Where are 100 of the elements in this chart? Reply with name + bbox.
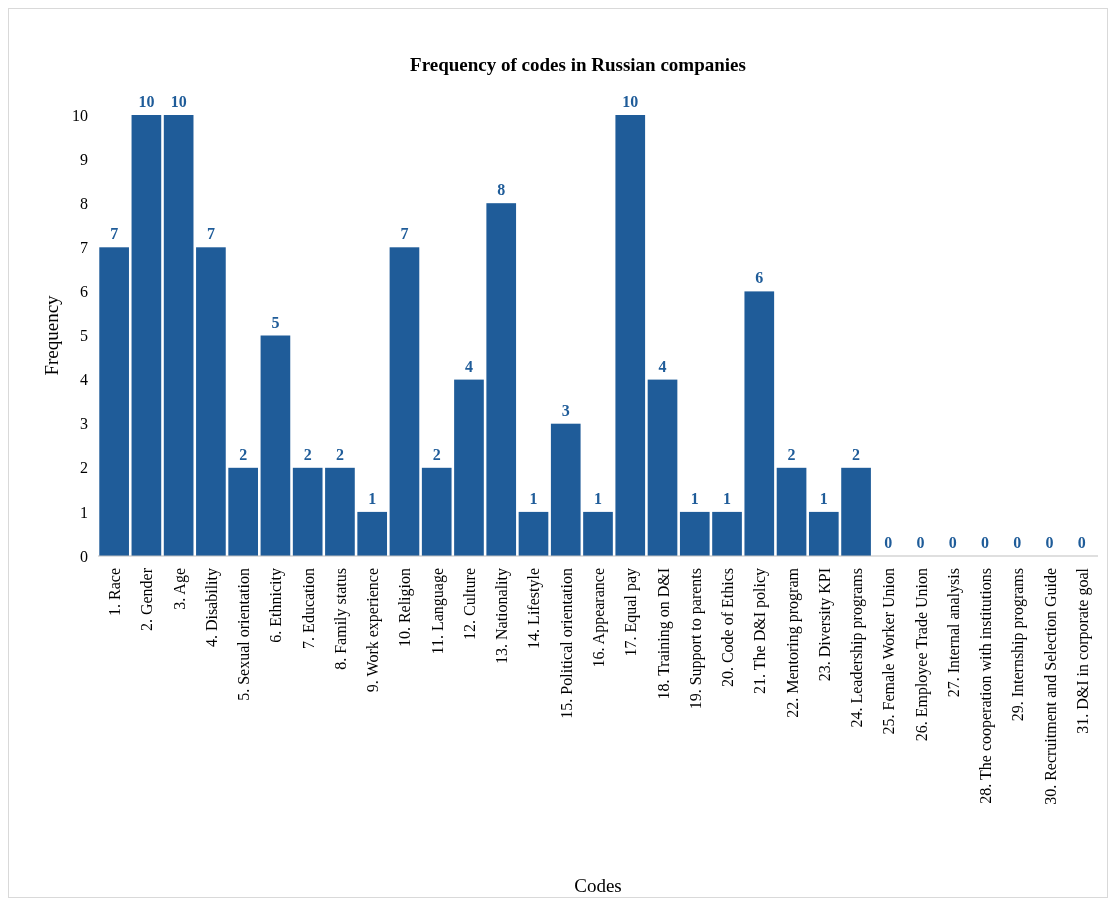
bar bbox=[260, 335, 291, 556]
x-tick-label: 16. Appearance bbox=[590, 568, 608, 668]
y-tick-label: 2 bbox=[80, 459, 88, 477]
y-tick-label: 10 bbox=[72, 106, 88, 124]
bar bbox=[228, 467, 258, 556]
x-tick-label: 12. Culture bbox=[460, 568, 478, 640]
x-tick-label: 25. Female Worker Union bbox=[880, 568, 898, 735]
y-tick-label: 8 bbox=[80, 194, 88, 212]
y-tick-label: 9 bbox=[80, 150, 88, 168]
data-label: 0 bbox=[948, 534, 957, 551]
bar bbox=[744, 291, 775, 556]
x-tick-label: 9. Work experience bbox=[364, 568, 383, 693]
x-tick-label: 21. The D&I policy bbox=[751, 568, 770, 694]
x-tick-label: 31. D&I in corporate goal bbox=[1073, 567, 1092, 734]
y-tick-label: 0 bbox=[80, 547, 88, 565]
x-tick-label: 8. Family status bbox=[331, 568, 350, 670]
x-tick-label: 4. Disability bbox=[202, 568, 221, 648]
bar bbox=[292, 467, 323, 556]
data-label: 2 bbox=[303, 445, 312, 463]
x-tick-label: 29. Internship programs bbox=[1009, 568, 1028, 722]
bar bbox=[841, 467, 871, 556]
data-label: 7 bbox=[400, 225, 409, 243]
data-label: 0 bbox=[916, 534, 925, 551]
bar bbox=[679, 511, 710, 556]
y-axis-title: Frequency bbox=[41, 294, 62, 376]
y-tick-label: 1 bbox=[80, 503, 88, 521]
bar bbox=[518, 511, 549, 556]
chart-title: Frequency of codes in Russian companies bbox=[410, 54, 746, 75]
data-label: 0 bbox=[1045, 534, 1054, 551]
x-tick-label: 6. Ethnicity bbox=[267, 568, 286, 643]
bar bbox=[421, 467, 452, 556]
data-label: 3 bbox=[561, 401, 570, 419]
x-tick-label: 23. Diversity KPI bbox=[815, 568, 834, 682]
x-tick-label: 11. Language bbox=[428, 568, 447, 655]
bar bbox=[615, 115, 646, 556]
x-tick-label: 5. Sexual orientation bbox=[235, 568, 253, 701]
data-label: 4 bbox=[464, 357, 473, 375]
data-label: 2 bbox=[432, 445, 441, 463]
data-label: 7 bbox=[206, 225, 215, 243]
x-tick-label: 24. Leadership programs bbox=[848, 568, 867, 728]
data-label: 0 bbox=[981, 534, 990, 551]
y-tick-label: 7 bbox=[80, 238, 88, 256]
data-label: 1 bbox=[529, 489, 538, 507]
data-label: 2 bbox=[852, 445, 861, 463]
bar bbox=[647, 379, 678, 556]
x-tick-label: 3. Age bbox=[170, 568, 189, 610]
x-tick-label: 1. Race bbox=[106, 568, 124, 616]
data-label: 10 bbox=[622, 93, 639, 110]
y-tick-label: 6 bbox=[80, 283, 88, 300]
x-tick-label: 2. Gender bbox=[138, 567, 156, 632]
data-label: 0 bbox=[1077, 534, 1086, 551]
bar bbox=[583, 511, 613, 556]
y-tick-label: 4 bbox=[80, 371, 88, 389]
x-tick-label: 10. Religion bbox=[396, 568, 415, 648]
bar bbox=[99, 247, 129, 556]
bar bbox=[196, 247, 226, 556]
bar bbox=[454, 379, 484, 556]
data-label: 2 bbox=[787, 445, 796, 463]
x-tick-label: 30. Recruitment and Selection Guide bbox=[1041, 568, 1059, 805]
x-axis-title: Codes bbox=[574, 875, 622, 896]
data-label: 10 bbox=[170, 93, 187, 110]
bar bbox=[163, 115, 194, 556]
data-label: 10 bbox=[138, 93, 155, 110]
data-label: 1 bbox=[594, 489, 602, 507]
x-tick-label: 18. Training on D&I bbox=[654, 568, 673, 700]
bar bbox=[389, 247, 420, 556]
data-label: 1 bbox=[819, 489, 828, 507]
x-tick-label: 28. The cooperation with institutions bbox=[977, 568, 996, 804]
x-tick-label: 7. Education bbox=[299, 568, 317, 649]
data-label: 0 bbox=[884, 534, 893, 551]
x-tick-label: 20. Code of Ethics bbox=[719, 568, 737, 688]
y-tick-label: 5 bbox=[80, 327, 88, 345]
data-label: 1 bbox=[368, 489, 377, 507]
bar bbox=[131, 115, 162, 556]
data-label: 6 bbox=[755, 269, 764, 287]
data-label: 4 bbox=[658, 357, 667, 375]
x-tick-label: 15. Political orientation bbox=[557, 568, 575, 719]
bar bbox=[550, 423, 581, 556]
x-tick-label: 22. Mentoring program bbox=[783, 567, 802, 718]
data-label: 2 bbox=[239, 445, 248, 463]
data-label: 8 bbox=[497, 181, 506, 199]
bar bbox=[357, 511, 388, 556]
data-label: 0 bbox=[1013, 534, 1022, 551]
bar bbox=[712, 511, 742, 556]
x-tick-label: 19. Support to parents bbox=[686, 568, 705, 710]
bar bbox=[486, 203, 517, 556]
x-tick-label: 14. Lifestyle bbox=[525, 568, 544, 649]
x-tick-label: 27. Internal analysis bbox=[944, 568, 963, 698]
bar bbox=[325, 467, 355, 556]
data-label: 5 bbox=[271, 313, 280, 331]
y-tick-label: 3 bbox=[80, 415, 88, 433]
x-tick-label: 13. Nationality bbox=[493, 568, 512, 664]
data-label: 1 bbox=[723, 489, 732, 507]
x-tick-label: 26. Employee Trade Union bbox=[912, 568, 931, 742]
data-label: 2 bbox=[335, 445, 344, 463]
bar bbox=[776, 467, 807, 556]
data-label: 7 bbox=[110, 225, 119, 243]
x-tick-label: 17. Equal pay bbox=[622, 568, 641, 657]
data-label: 1 bbox=[690, 489, 699, 507]
bar bbox=[808, 511, 839, 556]
